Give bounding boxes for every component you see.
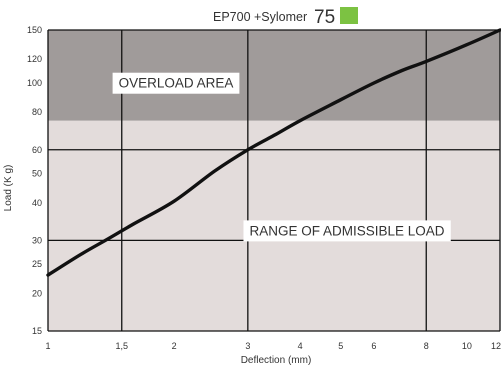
y-tick-label: 15 (32, 326, 42, 336)
x-tick-labels: 1 1,5 2 3 4 5 6 8 10 12 (45, 341, 501, 351)
y-tick-labels: 15 20 25 30 40 50 60 80 100 120 150 (27, 25, 42, 336)
x-tick-label: 10 (462, 341, 472, 351)
x-tick-label: 2 (172, 341, 177, 351)
y-tick-label: 50 (32, 169, 42, 179)
y-tick-label: 30 (32, 235, 42, 245)
x-tick-label: 4 (298, 341, 303, 351)
y-tick-label: 100 (27, 78, 42, 88)
y-tick-label: 150 (27, 25, 42, 35)
admissible-range-label: RANGE OF ADMISSIBLE LOAD (249, 223, 444, 238)
y-tick-label: 60 (32, 145, 42, 155)
y-tick-label: 120 (27, 54, 42, 64)
chart-title: EP700 +Sylomer 75 (213, 7, 358, 28)
y-axis-label: Load (K g) (3, 165, 14, 212)
x-tick-label: 12 (491, 341, 501, 351)
x-axis-label: Deflection (mm) (241, 355, 312, 366)
y-tick-label: 25 (32, 259, 42, 269)
legend-swatch (340, 7, 358, 24)
overload-label-box (112, 72, 240, 94)
chart-title-number: 75 (314, 7, 335, 28)
x-tick-label: 6 (371, 341, 376, 351)
x-tick-label: 1 (45, 341, 50, 351)
overload-area-label: OVERLOAD AREA (119, 76, 234, 91)
admissible-label-box (243, 220, 451, 242)
load-deflection-curve (46, 28, 501, 277)
y-tick-label: 40 (32, 198, 42, 208)
y-tick-label: 20 (32, 288, 42, 298)
x-tick-label: 1,5 (115, 341, 128, 351)
x-tick-label: 5 (338, 341, 343, 351)
x-tick-label: 3 (245, 341, 250, 351)
y-tick-label: 80 (32, 107, 42, 117)
x-tick-label: 8 (424, 341, 429, 351)
chart-title-prefix: EP700 +Sylomer (213, 10, 307, 24)
